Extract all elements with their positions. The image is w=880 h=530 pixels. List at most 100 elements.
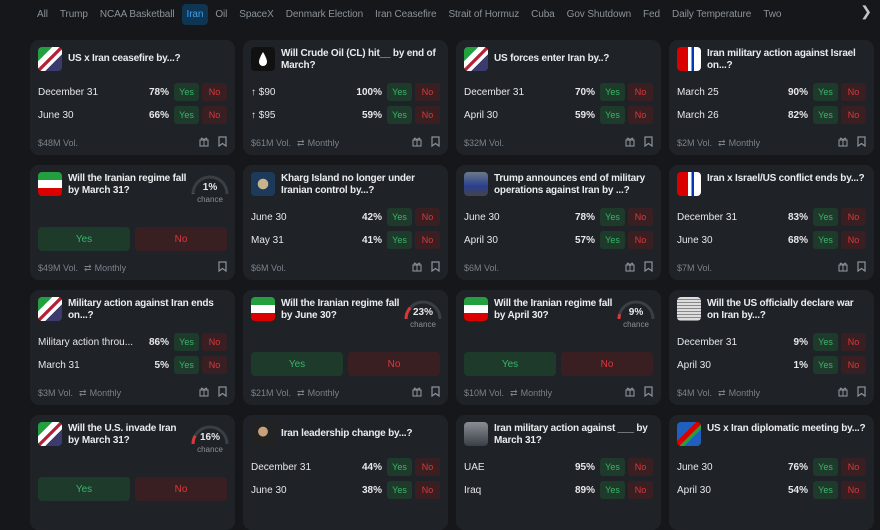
buy-no-button[interactable]: No — [841, 481, 866, 499]
bookmark-icon[interactable] — [431, 261, 440, 275]
market-title[interactable]: Iran x Israel/US conflict ends by...? — [707, 173, 867, 185]
buy-no-button[interactable]: No — [202, 333, 227, 351]
tab-all[interactable]: All — [32, 4, 53, 25]
bookmark-icon[interactable] — [218, 386, 227, 400]
buy-no-button[interactable]: No — [202, 83, 227, 101]
buy-no-button[interactable]: No — [561, 352, 653, 376]
buy-yes-button[interactable]: Yes — [600, 231, 625, 249]
buy-no-button[interactable]: No — [415, 231, 440, 249]
market-title[interactable]: Will the Iranian regime fall by June 30? — [281, 298, 401, 322]
market-title[interactable]: Iran leadership change by...? — [281, 428, 441, 440]
tab-iran-ceasefire[interactable]: Iran Ceasefire — [370, 4, 441, 25]
market-card[interactable]: Trump announces end of military operatio… — [456, 165, 661, 280]
market-title[interactable]: US x Iran ceasefire by...? — [68, 53, 228, 65]
buy-no-button[interactable]: No — [841, 208, 866, 226]
market-card[interactable]: Iran military action against Israel on..… — [669, 40, 874, 155]
buy-no-button[interactable]: No — [841, 106, 866, 124]
market-card[interactable]: Iran x Israel/US conflict ends by...?Dec… — [669, 165, 874, 280]
market-title[interactable]: Will the US officially declare war on Ir… — [707, 298, 867, 322]
buy-no-button[interactable]: No — [415, 481, 440, 499]
buy-yes-button[interactable]: Yes — [174, 106, 199, 124]
buy-yes-button[interactable]: Yes — [387, 231, 412, 249]
buy-no-button[interactable]: No — [415, 83, 440, 101]
buy-no-button[interactable]: No — [841, 458, 866, 476]
buy-yes-button[interactable]: Yes — [38, 227, 130, 251]
buy-no-button[interactable]: No — [202, 106, 227, 124]
market-title[interactable]: US forces enter Iran by..? — [494, 53, 654, 65]
buy-no-button[interactable]: No — [348, 352, 440, 376]
buy-no-button[interactable]: No — [415, 458, 440, 476]
market-card[interactable]: Will the U.S. invade Iran by March 31?16… — [30, 415, 235, 530]
buy-yes-button[interactable]: Yes — [38, 477, 130, 501]
gift-icon[interactable] — [412, 386, 422, 400]
buy-yes-button[interactable]: Yes — [387, 83, 412, 101]
gift-icon[interactable] — [412, 136, 422, 150]
market-title[interactable]: Will Crude Oil (CL) hit__ by end of Marc… — [281, 48, 441, 72]
market-card[interactable]: Kharg Island no longer under Iranian con… — [243, 165, 448, 280]
buy-no-button[interactable]: No — [628, 481, 653, 499]
bookmark-icon[interactable] — [857, 261, 866, 275]
buy-no-button[interactable]: No — [628, 83, 653, 101]
gift-icon[interactable] — [625, 386, 635, 400]
bookmark-icon[interactable] — [644, 386, 653, 400]
market-card[interactable]: US x Iran diplomatic meeting by...?June … — [669, 415, 874, 530]
tab-oil[interactable]: Oil — [210, 4, 232, 25]
market-title[interactable]: Will the Iranian regime fall by April 30… — [494, 298, 614, 322]
buy-no-button[interactable]: No — [415, 208, 440, 226]
buy-no-button[interactable]: No — [841, 356, 866, 374]
tab-strait-of-hormuz[interactable]: Strait of Hormuz — [443, 4, 524, 25]
market-title[interactable]: Iran military action against ___ by Marc… — [494, 423, 654, 447]
market-title[interactable]: Will the Iranian regime fall by March 31… — [68, 173, 188, 197]
buy-yes-button[interactable]: Yes — [387, 106, 412, 124]
buy-yes-button[interactable]: Yes — [600, 481, 625, 499]
buy-yes-button[interactable]: Yes — [600, 458, 625, 476]
bookmark-icon[interactable] — [857, 136, 866, 150]
market-title[interactable]: Trump announces end of military operatio… — [494, 173, 654, 197]
tab-gov-shutdown[interactable]: Gov Shutdown — [562, 4, 636, 25]
buy-yes-button[interactable]: Yes — [813, 333, 838, 351]
market-card[interactable]: Iran military action against ___ by Marc… — [456, 415, 661, 530]
buy-no-button[interactable]: No — [628, 458, 653, 476]
market-card[interactable]: Iran leadership change by...?December 31… — [243, 415, 448, 530]
buy-yes-button[interactable]: Yes — [813, 208, 838, 226]
buy-no-button[interactable]: No — [841, 333, 866, 351]
buy-yes-button[interactable]: Yes — [600, 83, 625, 101]
buy-yes-button[interactable]: Yes — [174, 356, 199, 374]
buy-yes-button[interactable]: Yes — [387, 458, 412, 476]
tab-two[interactable]: Two — [758, 4, 786, 25]
buy-yes-button[interactable]: Yes — [600, 208, 625, 226]
buy-no-button[interactable]: No — [841, 231, 866, 249]
bookmark-icon[interactable] — [431, 386, 440, 400]
market-title[interactable]: Will the U.S. invade Iran by March 31? — [68, 423, 188, 447]
bookmark-icon[interactable] — [431, 136, 440, 150]
buy-yes-button[interactable]: Yes — [387, 481, 412, 499]
market-card[interactable]: Will the Iranian regime fall by April 30… — [456, 290, 661, 405]
gift-icon[interactable] — [625, 136, 635, 150]
market-card[interactable]: Will the Iranian regime fall by June 30?… — [243, 290, 448, 405]
tabs-next-chevron-icon[interactable]: ❯ — [860, 3, 872, 20]
gift-icon[interactable] — [838, 386, 848, 400]
buy-no-button[interactable]: No — [135, 477, 227, 501]
buy-no-button[interactable]: No — [628, 106, 653, 124]
market-card[interactable]: Will the Iranian regime fall by March 31… — [30, 165, 235, 280]
market-title[interactable]: Iran military action against Israel on..… — [707, 48, 867, 72]
buy-yes-button[interactable]: Yes — [813, 83, 838, 101]
bookmark-icon[interactable] — [218, 261, 227, 275]
tab-ncaa-basketball[interactable]: NCAA Basketball — [95, 4, 180, 25]
buy-yes-button[interactable]: Yes — [174, 333, 199, 351]
bookmark-icon[interactable] — [644, 136, 653, 150]
gift-icon[interactable] — [199, 386, 209, 400]
tab-cuba[interactable]: Cuba — [526, 4, 560, 25]
tab-trump[interactable]: Trump — [55, 4, 93, 25]
buy-yes-button[interactable]: Yes — [251, 352, 343, 376]
bookmark-icon[interactable] — [218, 136, 227, 150]
tab-daily-temperature[interactable]: Daily Temperature — [667, 4, 756, 25]
buy-yes-button[interactable]: Yes — [600, 106, 625, 124]
market-title[interactable]: US x Iran diplomatic meeting by...? — [707, 423, 867, 435]
buy-yes-button[interactable]: Yes — [174, 83, 199, 101]
buy-no-button[interactable]: No — [628, 208, 653, 226]
tab-fed[interactable]: Fed — [638, 4, 665, 25]
buy-no-button[interactable]: No — [135, 227, 227, 251]
